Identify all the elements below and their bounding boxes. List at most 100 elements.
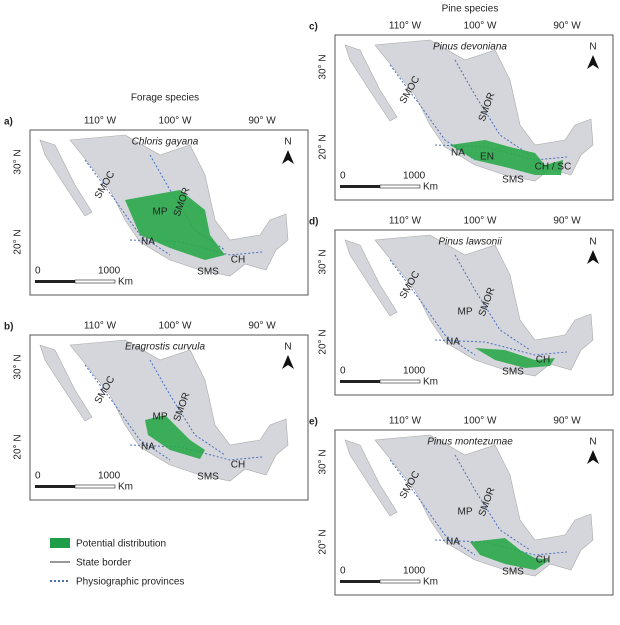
- latitude-label: 20° N: [318, 134, 329, 159]
- scale-bar: [340, 380, 380, 383]
- scale-label: 1000: [403, 366, 426, 377]
- longitude-label: 90° W: [553, 21, 581, 32]
- potential-distribution: [125, 190, 225, 260]
- scale-label: Km: [423, 182, 438, 193]
- region-label: NA: [141, 442, 155, 453]
- scale-label: 1000: [98, 266, 121, 277]
- country-shape: [344, 44, 398, 122]
- species-name: Pinus devoniana: [433, 42, 507, 53]
- region-label: MP: [458, 307, 473, 318]
- scale-bar: [340, 185, 380, 188]
- legend-label: State border: [76, 558, 132, 569]
- country-shape: [374, 39, 594, 182]
- region-label: MP: [458, 507, 473, 518]
- north-arrow: [282, 355, 294, 369]
- north-label: N: [589, 237, 596, 248]
- north-arrow: [587, 55, 599, 69]
- country-shape: [69, 339, 289, 482]
- province-border: [84, 159, 171, 256]
- scale-label: 0: [340, 171, 346, 182]
- scale-bar: [379, 184, 421, 189]
- potential-distribution: [475, 348, 555, 368]
- country-shape: [374, 234, 594, 377]
- north-label: N: [284, 342, 291, 353]
- latitude-label: 30° N: [318, 449, 329, 474]
- scale-label: Km: [118, 277, 133, 288]
- map-panel: c) Pinus devoniana 110° W 100° W 90° W 30° N 2…: [309, 21, 614, 201]
- panel-label: e): [309, 417, 318, 428]
- region-label: CH: [231, 255, 245, 266]
- latitude-label: 30° N: [318, 249, 329, 274]
- north-arrow: [282, 150, 294, 164]
- scale-label: 0: [340, 366, 346, 377]
- longitude-label: 100° W: [159, 116, 192, 127]
- longitude-label: 110° W: [389, 216, 422, 227]
- scale-bar: [35, 485, 75, 488]
- province-border: [389, 459, 476, 556]
- map-panel: d) Pinus lawsonii 110° W 100° W 90° W 30° N 20…: [309, 216, 614, 396]
- region-label: MP: [153, 412, 168, 423]
- province-border: [149, 359, 226, 456]
- province-border: [434, 539, 568, 556]
- group-title: Forage species: [131, 93, 199, 104]
- scale-label: 1000: [403, 566, 426, 577]
- longitude-label: 110° W: [389, 21, 422, 32]
- longitude-label: 110° W: [389, 416, 422, 427]
- longitude-label: 90° W: [248, 116, 276, 127]
- map-panel: a) Chloris gayana 110° W 100° W 90° W 30° N 20…: [4, 116, 309, 296]
- country-shape: [344, 439, 398, 517]
- region-label: NA: [446, 537, 460, 548]
- longitude-label: 100° W: [464, 21, 497, 32]
- longitude-label: 110° W: [84, 116, 117, 127]
- longitude-label: 90° W: [248, 321, 276, 332]
- region-label: MP: [153, 207, 168, 218]
- latitude-label: 20° N: [318, 329, 329, 354]
- longitude-label: 100° W: [464, 216, 497, 227]
- legend-label: Potential distribution: [76, 539, 166, 550]
- potential-distribution: [145, 415, 205, 459]
- region-label: NA: [446, 337, 460, 348]
- north-label: N: [284, 137, 291, 148]
- region-label: SMS: [197, 267, 219, 278]
- latitude-label: 30° N: [318, 54, 329, 79]
- species-name: Chloris gayana: [132, 137, 199, 148]
- map-panel: b) Eragrostis curvula 110° W 100° W 90° W 30°…: [4, 321, 309, 501]
- region-label: EN: [480, 152, 494, 163]
- longitude-label: 110° W: [84, 321, 117, 332]
- region-label: CH: [536, 555, 550, 566]
- latitude-label: 20° N: [13, 434, 24, 459]
- region-label: NA: [141, 237, 155, 248]
- province-border: [129, 444, 263, 461]
- region-label: CH: [536, 355, 550, 366]
- scale-label: Km: [118, 482, 133, 493]
- map-panel: e) Pinus montezumae 110° W 100° W 90° W 30° N…: [309, 416, 614, 596]
- panel-label: d): [309, 217, 318, 228]
- potential-distribution: [450, 140, 563, 175]
- panel-label: a): [4, 117, 13, 128]
- species-name: Pinus lawsonii: [438, 237, 502, 248]
- scale-bar: [74, 484, 116, 489]
- group-title: Pine species: [442, 4, 499, 15]
- province-border: [454, 254, 531, 351]
- species-name: Eragrostis curvula: [125, 342, 205, 353]
- longitude-label: 90° W: [553, 216, 581, 227]
- province-border: [454, 59, 531, 156]
- country-shape: [39, 344, 93, 422]
- scale-label: 0: [340, 566, 346, 577]
- region-label: SMS: [502, 175, 524, 186]
- region-label: SMS: [502, 367, 524, 378]
- north-arrow: [587, 450, 599, 464]
- legend-swatch: [50, 538, 70, 548]
- latitude-label: 30° N: [13, 354, 24, 379]
- province-border: [434, 339, 568, 356]
- legend-label: Physiographic provinces: [76, 577, 184, 588]
- country-shape: [374, 434, 594, 577]
- scale-label: 0: [35, 471, 41, 482]
- scale-bar: [379, 379, 421, 384]
- province-border: [454, 454, 531, 551]
- province-border: [389, 64, 476, 161]
- scale-bar: [340, 580, 380, 583]
- country-shape: [39, 139, 93, 217]
- scale-label: Km: [423, 577, 438, 588]
- species-name: Pinus montezumae: [427, 437, 513, 448]
